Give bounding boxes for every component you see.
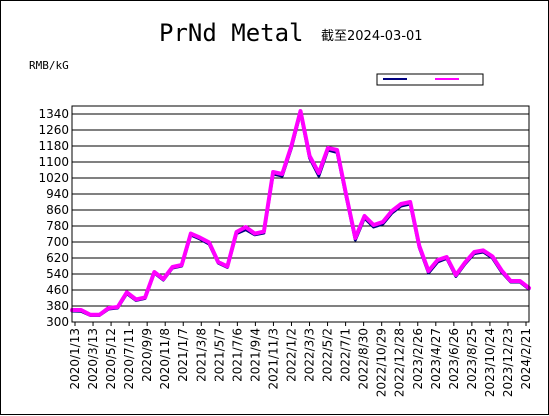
legend-box xyxy=(376,73,484,86)
y-tick-label: 1020 xyxy=(38,171,69,185)
y-tick-label: 1180 xyxy=(38,139,69,153)
chart-subtitle: 截至2024-03-01 xyxy=(321,29,423,44)
x-tick-label: 2020/5/12 xyxy=(104,328,118,390)
y-tick-label: 540 xyxy=(46,267,69,281)
gridlines xyxy=(72,113,529,307)
x-tick-label: 2021/1/7 xyxy=(176,328,190,382)
series-line-1 xyxy=(70,111,531,317)
x-tick-label: 2023/4/27 xyxy=(429,328,443,390)
series-lines xyxy=(70,109,531,317)
x-tick-label: 2020/1/13 xyxy=(68,328,82,390)
x-tick-label: 2021/9/4 xyxy=(248,328,262,382)
x-tick-label: 2021/3/8 xyxy=(194,328,208,382)
series-line-2 xyxy=(70,109,531,317)
x-tick-label: 2020/9/9 xyxy=(140,328,154,382)
x-tick-label: 2023/2/26 xyxy=(411,328,425,390)
x-tick-label: 2024/2/21 xyxy=(519,328,533,390)
x-tick-label: 2022/12/28 xyxy=(393,328,407,397)
x-tick-label: 2022/5/2 xyxy=(321,328,335,382)
x-tick-label: 2021/11/3 xyxy=(266,328,280,390)
y-tick-label: 620 xyxy=(46,251,69,265)
y-tick-label: 940 xyxy=(46,187,69,201)
x-tick-label: 2023/10/24 xyxy=(483,328,497,397)
x-tick-label: 2022/10/29 xyxy=(375,328,389,397)
x-tick-label: 2021/5/7 xyxy=(212,328,226,382)
plot-area-border xyxy=(71,105,530,323)
x-tick-label: 2022/1/2 xyxy=(284,328,298,382)
x-tick-label: 2020/11/8 xyxy=(158,328,172,390)
y-tick-label: 1100 xyxy=(38,155,69,169)
x-tick-label: 2022/7/1 xyxy=(339,328,353,382)
x-tick-label: 2023/8/25 xyxy=(465,328,479,390)
y-axis: 300 380 460 540 620 700 780 860 940 1020 1100 1180 1… xyxy=(38,107,69,329)
x-tick-label: 2023/6/26 xyxy=(447,328,461,390)
x-tick-label: 2020/3/13 xyxy=(86,328,100,390)
x-tick-label: 2022/8/30 xyxy=(357,328,371,390)
y-tick-label: 860 xyxy=(46,203,69,217)
x-tick-label: 2023/12/23 xyxy=(501,328,515,397)
y-tick-label: 780 xyxy=(46,219,69,233)
legend xyxy=(376,73,484,86)
y-tick-label: 460 xyxy=(46,283,69,297)
y-tick-label: 380 xyxy=(46,299,69,313)
y-axis-unit-label: RMB/kG xyxy=(29,59,69,72)
y-tick-label: 700 xyxy=(46,235,69,249)
x-tick-label: 2021/7/6 xyxy=(230,328,244,382)
y-tick-label: 1340 xyxy=(38,107,69,121)
x-tick-label: 2020/7/11 xyxy=(122,328,136,390)
y-tick-label: 1260 xyxy=(38,123,69,137)
y-tick-label: 300 xyxy=(46,315,69,329)
x-tick-label: 2022/3/3 xyxy=(303,328,317,382)
x-axis: 2020/1/13 2020/3/13 2020/5/12 2020/7/11 2020… xyxy=(68,322,533,397)
chart-title: PrNd Metal xyxy=(159,19,304,47)
